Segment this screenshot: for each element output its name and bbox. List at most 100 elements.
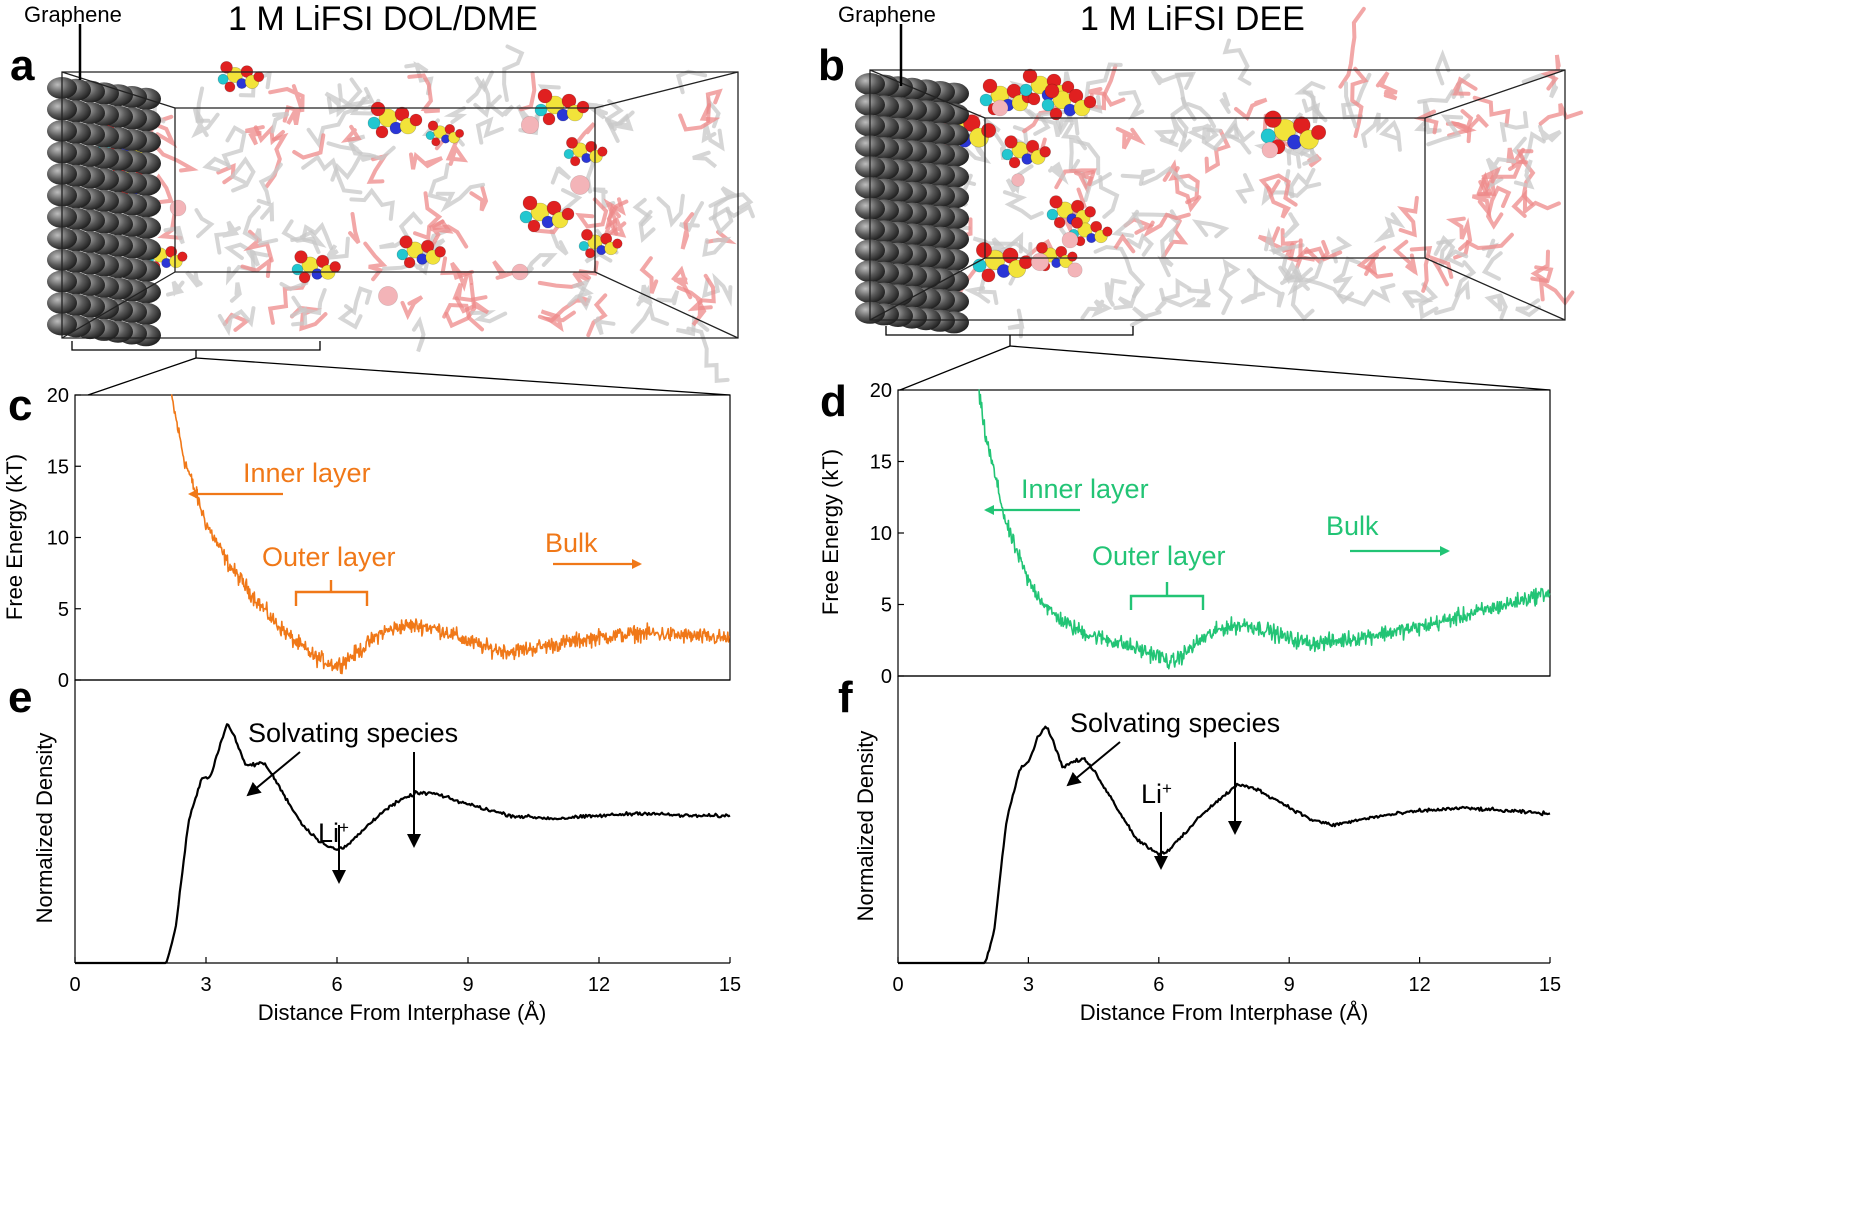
atom [1041,98,1055,112]
chart-e: 0 3 6 9 12 15 Normalized Density Distance Fro… [8,673,741,1025]
atom [1019,83,1033,97]
solvent-molecule [340,124,362,143]
solvent-molecule [1485,185,1512,230]
solvent-molecule [1170,71,1196,117]
solvent-molecule [522,253,558,278]
li-ion [169,199,187,217]
solvent-molecule [1264,227,1305,255]
solvent-molecule [676,285,707,327]
solvent-molecule [268,84,305,113]
atom [981,122,997,138]
solvent-molecule [326,141,363,155]
panel-letter-a: a [10,41,35,90]
solvent-molecule [1373,212,1406,243]
y-axis-label-c: Free Energy (kT) [2,454,27,620]
li-ion [570,175,590,195]
atom [1083,95,1097,109]
solvent-molecule [1002,190,1044,221]
atom [217,73,229,85]
atom [1046,208,1059,221]
atom [375,125,389,139]
annotations-f: Solvating species Li+ [1066,708,1280,870]
x-tick-label: 6 [331,974,342,996]
atom [1084,206,1096,218]
solvent-molecule [1290,285,1315,322]
solvent-molecule [687,273,716,312]
solvent-molecule [194,208,215,239]
solvent-molecule [1417,89,1455,104]
solvent-molecule [166,280,185,297]
x-tick-label: 15 [1539,974,1561,996]
solvent-molecule [1187,278,1211,308]
atom [979,93,993,107]
atom [537,88,553,104]
x-ticks-f: 0 3 6 9 12 15 [892,957,1561,996]
panel-letter-f: f [838,673,853,722]
solvent-molecule [240,256,272,278]
x-tick-label: 12 [588,974,610,996]
solvent-molecule [1153,129,1179,148]
solvent-molecule [409,151,443,170]
outer-layer-bracket-c [294,580,369,606]
y-tick-label: 5 [58,599,69,621]
solvent-molecule [348,212,361,245]
solvent-molecule [301,154,363,195]
solvent-molecule [702,236,732,257]
atom [581,228,593,241]
solvent-molecule [540,309,576,333]
solvent-molecule [428,219,454,249]
solvent-molecule [1258,173,1298,207]
series-c [170,394,730,675]
solvent-molecule [708,186,740,208]
solvent-molecule [1449,76,1478,96]
solvent-molecule [344,286,373,316]
li-ion [1061,231,1079,249]
atom [578,240,589,252]
panel-letter-b: b [818,41,845,90]
solvent-molecule [1471,180,1492,220]
solvent-molecule [191,107,220,139]
solvent-molecule [322,236,350,262]
atom [370,101,386,117]
solvent-molecule [1126,232,1154,257]
atom [1027,92,1041,106]
solvent-molecule [1161,219,1189,259]
solvent-molecule [1397,195,1419,238]
solvent-molecule [1252,275,1285,308]
atom [1067,251,1078,262]
solvent-molecule [632,197,653,227]
annotations-d: Inner layer Outer layer Bulk [984,474,1450,610]
atom [220,61,233,74]
solvent-molecule [1118,90,1145,121]
solvent-molecule [1111,209,1139,238]
y-tick-label: 10 [870,523,892,545]
solvent-molecule [963,286,991,304]
solvent-molecule [519,71,537,112]
solvent-molecule [1080,299,1113,320]
solvent-molecule [157,211,183,240]
solvent-molecule [1113,233,1136,254]
solvent-molecule [475,116,504,145]
atom [427,120,439,131]
atom [1044,83,1060,99]
annotations-c: Inner layer Outer layer Bulk [188,458,642,606]
solvent-molecule [1302,277,1355,305]
atom [298,271,311,284]
solvent-molecule [1168,166,1200,205]
solvent-molecule [978,276,999,305]
solvent-molecule [1219,92,1231,114]
solvent-molecule [442,302,484,332]
solvent-molecule [412,316,426,353]
x-tick-label: 0 [69,974,80,996]
li-ion [991,99,1009,117]
solvent-molecule [656,193,685,228]
atom [585,248,596,259]
atom [563,148,574,160]
graphene-label-a: Graphene [24,2,122,27]
solvent-molecule [1426,114,1464,147]
y-tick-label: 15 [47,456,69,478]
solvent-molecule [1218,258,1241,315]
solvent-molecule [1304,246,1343,262]
solvent-molecule [676,314,710,337]
